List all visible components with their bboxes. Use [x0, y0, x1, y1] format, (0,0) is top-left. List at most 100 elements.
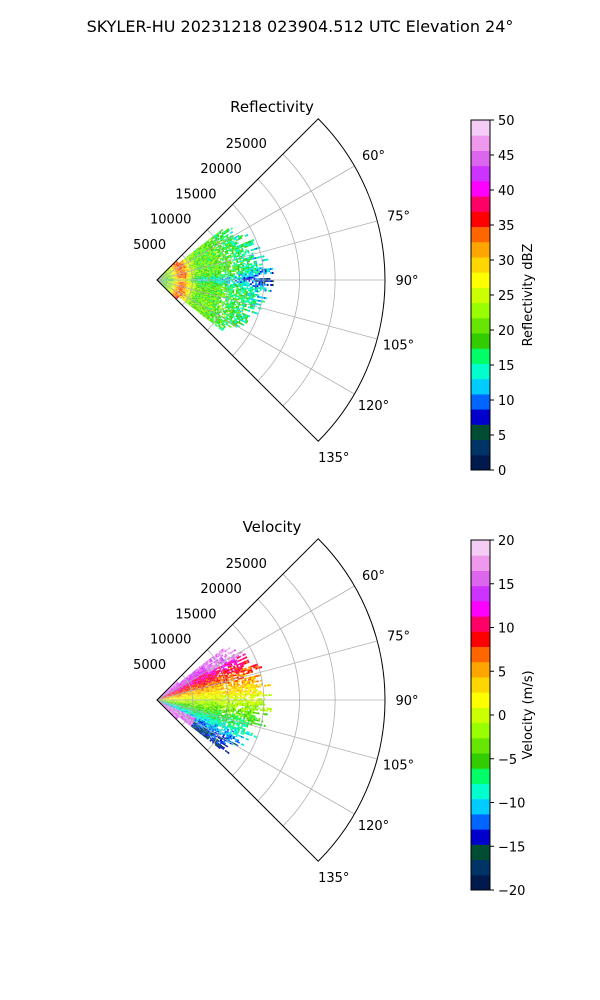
radar-cell: [268, 289, 270, 292]
radar-cell: [201, 254, 204, 256]
radar-cell: [203, 247, 206, 250]
radar-cell: [240, 234, 244, 237]
radar-cell: [229, 231, 232, 235]
radar-cell: [213, 244, 216, 247]
radar-cell: [209, 282, 212, 284]
colorbar-segment: [471, 348, 490, 364]
radar-cell: [248, 275, 251, 277]
radar-cell: [224, 230, 227, 233]
radar-cell: [271, 271, 274, 274]
radar-cell: [179, 263, 182, 265]
radar-cell: [211, 281, 214, 283]
radar-cell: [212, 273, 215, 276]
radar-cell: [214, 284, 217, 286]
radar-cell: [260, 281, 262, 284]
radar-cell: [200, 248, 203, 251]
radar-cell: [244, 284, 247, 287]
radar-cell: [258, 270, 261, 273]
radar-cell: [219, 284, 222, 286]
radar-cell: [218, 276, 220, 278]
radar-cell: [220, 236, 223, 239]
radar-cell: [165, 275, 167, 277]
radar-cell: [199, 276, 202, 278]
radar-cell: [197, 247, 200, 250]
radar-cell: [221, 284, 224, 286]
radar-cell: [240, 293, 243, 296]
radar-cell: [219, 282, 222, 284]
radar-cell: [261, 281, 264, 284]
radar-cell: [210, 246, 213, 249]
radar-cell: [222, 270, 225, 272]
radar-cell: [217, 272, 220, 274]
radar-cell: [239, 274, 242, 276]
radar-cell: [183, 265, 185, 268]
radar-cell: [220, 234, 224, 237]
radar-cell: [233, 274, 235, 277]
radar-cell: [211, 247, 214, 250]
radar-cell: [183, 266, 186, 269]
radar-cell: [207, 284, 210, 286]
radar-cell: [253, 260, 256, 263]
radar-cell: [226, 235, 229, 239]
radar-cell: [200, 251, 203, 254]
radar-cell: [256, 286, 259, 289]
radar-cell: [203, 244, 206, 247]
radar-cell: [181, 260, 184, 262]
radar-cell: [248, 260, 251, 263]
radar-cell: [255, 293, 258, 296]
radar-cell: [191, 260, 194, 262]
radar-cell: [171, 265, 173, 268]
radar-cell: [211, 278, 214, 280]
radar-cell: [196, 277, 199, 279]
radar-cell: [203, 242, 206, 245]
radar-cell: [204, 276, 207, 278]
radar-cell: [205, 254, 208, 257]
radar-cell: [246, 275, 249, 277]
radar-cell: [233, 238, 236, 241]
radar-cell: [231, 286, 234, 288]
radar-cell: [247, 294, 250, 297]
radar-cell: [229, 238, 232, 241]
radar-cell: [166, 271, 169, 273]
radar-cell: [212, 249, 215, 252]
radar-cell: [176, 268, 179, 270]
radar-cell: [186, 278, 189, 280]
radar-cell: [160, 276, 162, 278]
radar-cell: [178, 267, 180, 269]
radar-cell: [252, 295, 255, 298]
radar-cell: [225, 245, 228, 248]
radar-cell: [210, 240, 213, 242]
radar-cell: [166, 270, 169, 273]
radar-cell: [205, 253, 208, 256]
colorbar-segment: [471, 439, 490, 456]
radar-cell: [199, 277, 202, 279]
radar-cell: [251, 271, 254, 274]
radar-cell: [221, 285, 224, 287]
radar-cell: [209, 244, 212, 247]
radar-cell: [224, 287, 227, 289]
radar-cell: [222, 239, 225, 242]
radar-cell: [181, 262, 183, 264]
radar-cell: [237, 292, 240, 295]
radar-cell: [164, 273, 167, 275]
colorbar-segment: [471, 120, 490, 136]
radar-cell: [184, 264, 187, 266]
radar-cell: [253, 288, 255, 291]
radar-cell: [202, 243, 205, 246]
radar-cell: [168, 271, 171, 273]
radar-cell: [216, 249, 219, 251]
radar-cell: [183, 262, 185, 264]
radar-cell: [211, 277, 214, 279]
radar-cell: [208, 276, 210, 278]
radar-cell: [165, 271, 167, 273]
radar-cell: [207, 254, 210, 257]
radar-cell: [219, 287, 222, 289]
radar-cell: [216, 277, 219, 279]
radar-cell: [218, 249, 221, 252]
radar-cell: [213, 275, 215, 278]
radar-cell: [247, 265, 250, 268]
radar-cell: [179, 262, 181, 264]
radar-cell: [203, 254, 206, 256]
radar-cell: [257, 294, 260, 297]
radar-cell: [241, 273, 244, 276]
